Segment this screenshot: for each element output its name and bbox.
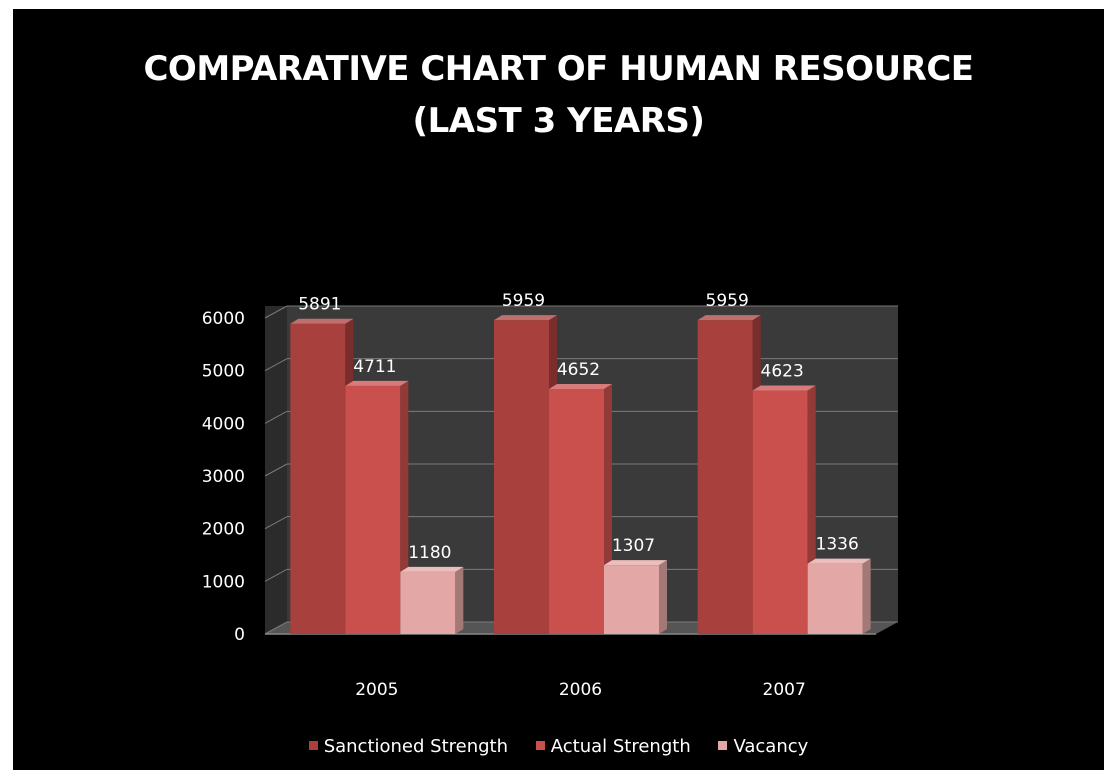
y-tick-label: 6000 xyxy=(202,309,245,329)
gridline-side xyxy=(264,305,288,319)
bar-vacancy-2007 xyxy=(807,563,863,634)
bar-top-sanctioned-strength-2006 xyxy=(494,315,557,321)
bar-top-actual-strength-2007 xyxy=(752,385,816,391)
bar-sanctioned-strength-2006 xyxy=(494,320,549,634)
x-tick-label-2007: 2007 xyxy=(763,680,806,700)
legend-swatch-actual-strength xyxy=(535,741,545,750)
y-tick-label: 1000 xyxy=(202,572,245,592)
legend-item-sanctioned-strength: Sanctioned Strength xyxy=(308,736,509,757)
data-label-vacancy-2007: 1336 xyxy=(816,535,859,555)
bar-vacancy-2005 xyxy=(400,571,456,634)
bar-vacancy-2006 xyxy=(604,565,659,634)
data-label-actual-strength-2005: 4711 xyxy=(353,357,396,377)
data-label-vacancy-2005: 1180 xyxy=(408,543,451,563)
legend-item-actual-strength: Actual Strength xyxy=(535,736,691,757)
data-label-sanctioned-strength-2005: 5891 xyxy=(298,295,341,315)
bar-sanctioned-strength-2005 xyxy=(290,323,346,634)
legend-label-vacancy: Vacancy xyxy=(733,736,809,757)
legend-label-actual-strength: Actual Strength xyxy=(550,736,691,757)
gridline-side xyxy=(264,516,288,530)
bar-top-sanctioned-strength-2007 xyxy=(697,315,761,321)
gridline-side xyxy=(264,410,288,424)
bar-top-actual-strength-2006 xyxy=(549,383,612,389)
data-label-sanctioned-strength-2007: 5959 xyxy=(706,291,749,311)
chart-title: COMPARATIVE CHART OF HUMAN RESOURCE (LAS… xyxy=(13,43,1104,147)
y-tick-label: 3000 xyxy=(202,467,245,487)
chart-title-line-1: COMPARATIVE CHART OF HUMAN RESOURCE xyxy=(143,49,974,89)
x-tick-label-2005: 2005 xyxy=(355,680,398,700)
bar-side-vacancy-2006 xyxy=(659,560,667,634)
bar-top-sanctioned-strength-2005 xyxy=(290,318,354,324)
y-tick-label: 2000 xyxy=(202,520,245,540)
chart-title-line-2: (LAST 3 YEARS) xyxy=(412,101,705,141)
bar-top-vacancy-2007 xyxy=(807,558,871,564)
x-tick-label-2006: 2006 xyxy=(559,680,602,700)
legend-swatch-vacancy xyxy=(718,741,728,750)
chart-frame: COMPARATIVE CHART OF HUMAN RESOURCE (LAS… xyxy=(13,9,1104,770)
bar-side-vacancy-2007 xyxy=(862,558,871,634)
chart-legend: Sanctioned Strength Actual Strength Vaca… xyxy=(13,736,1104,757)
gridline-side xyxy=(264,621,288,635)
data-label-actual-strength-2006: 4652 xyxy=(557,360,600,380)
gridline-side xyxy=(264,358,288,372)
y-tick-label: 5000 xyxy=(202,362,245,382)
gridline-side xyxy=(264,568,288,582)
data-label-sanctioned-strength-2006: 5959 xyxy=(502,291,545,311)
legend-item-vacancy: Vacancy xyxy=(718,736,808,757)
y-tick-label: 0 xyxy=(234,625,245,645)
y-tick-label: 4000 xyxy=(202,414,245,434)
bar-top-vacancy-2005 xyxy=(400,566,464,572)
data-label-actual-strength-2007: 4623 xyxy=(761,362,804,382)
bar-actual-strength-2007 xyxy=(752,390,808,634)
legend-swatch-sanctioned-strength xyxy=(308,741,318,750)
bar-side-vacancy-2005 xyxy=(455,566,464,634)
bar-chart: 0 1000 2000 3000 4000 5000 6000 5891 4711 1180 200… xyxy=(202,291,898,700)
bar-actual-strength-2006 xyxy=(549,388,604,634)
bar-top-actual-strength-2005 xyxy=(345,380,409,386)
bar-actual-strength-2005 xyxy=(345,385,401,634)
legend-label-sanctioned-strength: Sanctioned Strength xyxy=(323,736,509,757)
data-label-vacancy-2006: 1307 xyxy=(612,536,655,556)
gridline-side xyxy=(264,463,288,477)
bar-top-vacancy-2006 xyxy=(604,560,667,566)
bar-sanctioned-strength-2007 xyxy=(697,320,753,634)
